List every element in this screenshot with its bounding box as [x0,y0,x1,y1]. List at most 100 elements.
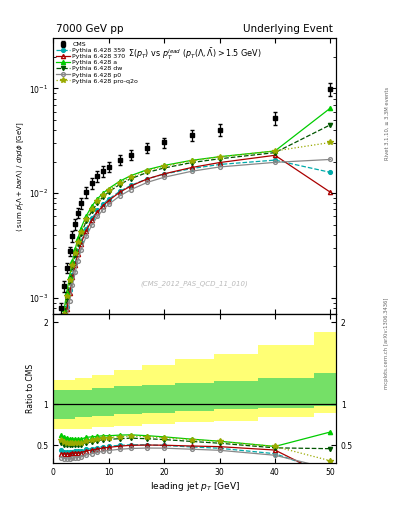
Pythia 6.428 a [117,178,122,184]
Pythia 6.428 p0 [189,168,194,174]
Pythia 6.428 359 [73,260,77,266]
Pythia 6.428 dw [84,218,89,224]
Pythia 6.428 a [67,273,72,279]
Pythia 6.428 p0 [67,298,72,304]
X-axis label: leading jet $p_T$ [GeV]: leading jet $p_T$ [GeV] [149,480,240,493]
Y-axis label: $\langle$ sum $p_T^i\Lambda + bar\Lambda\rangle$ / $d\eta d\phi$ [GeV]: $\langle$ sum $p_T^i\Lambda + bar\Lambda… [14,121,28,231]
Pythia 6.428 pro-q2o [106,187,111,194]
Pythia 6.428 dw [67,280,72,286]
Pythia 6.428 p0 [106,201,111,207]
Pythia 6.428 p0 [117,193,122,199]
Pythia 6.428 dw [189,160,194,166]
Pythia 6.428 dw [90,208,94,214]
Pythia 6.428 dw [106,189,111,195]
Pythia 6.428 359 [76,248,81,254]
Pythia 6.428 p0 [273,159,277,165]
Pythia 6.428 p0 [64,314,69,321]
Pythia 6.428 a [76,235,81,241]
Pythia 6.428 p0 [59,353,64,359]
Pythia 6.428 p0 [145,179,150,185]
Pythia 6.428 370 [64,306,69,312]
Pythia 6.428 370 [217,160,222,166]
Line: Pythia 6.428 p0: Pythia 6.428 p0 [59,158,332,358]
Pythia 6.428 370 [67,290,72,296]
Pythia 6.428 a [84,212,89,219]
Pythia 6.428 pro-q2o [79,229,83,235]
Pythia 6.428 p0 [95,214,100,220]
Pythia 6.428 370 [145,176,150,182]
Pythia 6.428 359 [162,171,166,177]
Pythia 6.428 359 [106,196,111,202]
Pythia 6.428 370 [79,241,83,247]
Pythia 6.428 dw [73,252,77,258]
Pythia 6.428 370 [62,325,66,331]
Pythia 6.428 370 [90,217,94,223]
Pythia 6.428 370 [70,274,75,281]
Pythia 6.428 pro-q2o [95,198,100,204]
Line: Pythia 6.428 359: Pythia 6.428 359 [59,158,332,348]
Pythia 6.428 p0 [70,282,75,288]
Pythia 6.428 359 [328,169,333,176]
Pythia 6.428 pro-q2o [67,277,72,283]
Pythia 6.428 p0 [84,233,89,239]
Pythia 6.428 dw [101,194,105,200]
Pythia 6.428 359 [95,207,100,214]
Pythia 6.428 pro-q2o [217,154,222,160]
Pythia 6.428 359 [273,157,277,163]
Pythia 6.428 dw [162,165,166,171]
Pythia 6.428 a [101,190,105,196]
Text: $\Sigma(p_T)$ vs $p_T^{lead}$ $(p_T(\Lambda,\bar{\Lambda}) > 1.5$ GeV): $\Sigma(p_T)$ vs $p_T^{lead}$ $(p_T(\Lam… [128,47,261,62]
Pythia 6.428 a [328,105,333,111]
Text: Underlying Event: Underlying Event [243,24,333,34]
Pythia 6.428 359 [129,182,133,188]
Pythia 6.428 dw [59,334,64,340]
Pythia 6.428 p0 [90,222,94,228]
Pythia 6.428 359 [117,188,122,195]
Pythia 6.428 dw [62,314,66,320]
Pythia 6.428 370 [106,198,111,204]
Pythia 6.428 359 [145,176,150,182]
Pythia 6.428 370 [273,152,277,158]
Pythia 6.428 dw [145,169,150,176]
Pythia 6.428 a [79,225,83,231]
Pythia 6.428 p0 [76,258,81,264]
Pythia 6.428 a [62,306,66,312]
Pythia 6.428 a [73,246,77,252]
Pythia 6.428 pro-q2o [328,139,333,145]
Pythia 6.428 370 [162,171,166,177]
Pythia 6.428 359 [62,322,66,328]
Pythia 6.428 dw [64,296,69,302]
Pythia 6.428 370 [117,189,122,196]
Pythia 6.428 dw [79,231,83,237]
Pythia 6.428 359 [90,216,94,222]
Text: (CMS_2012_PAS_QCD_11_010): (CMS_2012_PAS_QCD_11_010) [141,280,248,287]
Pythia 6.428 dw [328,122,333,128]
Pythia 6.428 dw [70,264,75,270]
Pythia 6.428 359 [67,287,72,293]
Pythia 6.428 359 [101,201,105,207]
Pythia 6.428 359 [217,161,222,167]
Pythia 6.428 a [273,148,277,154]
Pythia 6.428 359 [70,272,75,279]
Pythia 6.428 dw [95,200,100,206]
Line: Pythia 6.428 370: Pythia 6.428 370 [59,153,332,352]
Pythia 6.428 pro-q2o [162,163,166,169]
Pythia 6.428 pro-q2o [129,174,133,180]
Pythia 6.428 359 [64,304,69,310]
Pythia 6.428 pro-q2o [59,331,64,337]
Pythia 6.428 pro-q2o [273,148,277,154]
Pythia 6.428 pro-q2o [64,293,69,300]
Pythia 6.428 a [90,203,94,209]
Pythia 6.428 pro-q2o [76,239,81,245]
Pythia 6.428 pro-q2o [117,180,122,186]
Text: Rivet 3.1.10, ≥ 3.3M events: Rivet 3.1.10, ≥ 3.3M events [384,86,389,160]
Pythia 6.428 a [189,157,194,163]
Pythia 6.428 pro-q2o [73,249,77,255]
Line: Pythia 6.428 a: Pythia 6.428 a [59,106,332,332]
Pythia 6.428 dw [117,181,122,187]
Pythia 6.428 pro-q2o [145,167,150,174]
Pythia 6.428 pro-q2o [101,192,105,198]
Pythia 6.428 370 [59,347,64,353]
Pythia 6.428 370 [189,164,194,170]
Pythia 6.428 pro-q2o [84,216,89,222]
